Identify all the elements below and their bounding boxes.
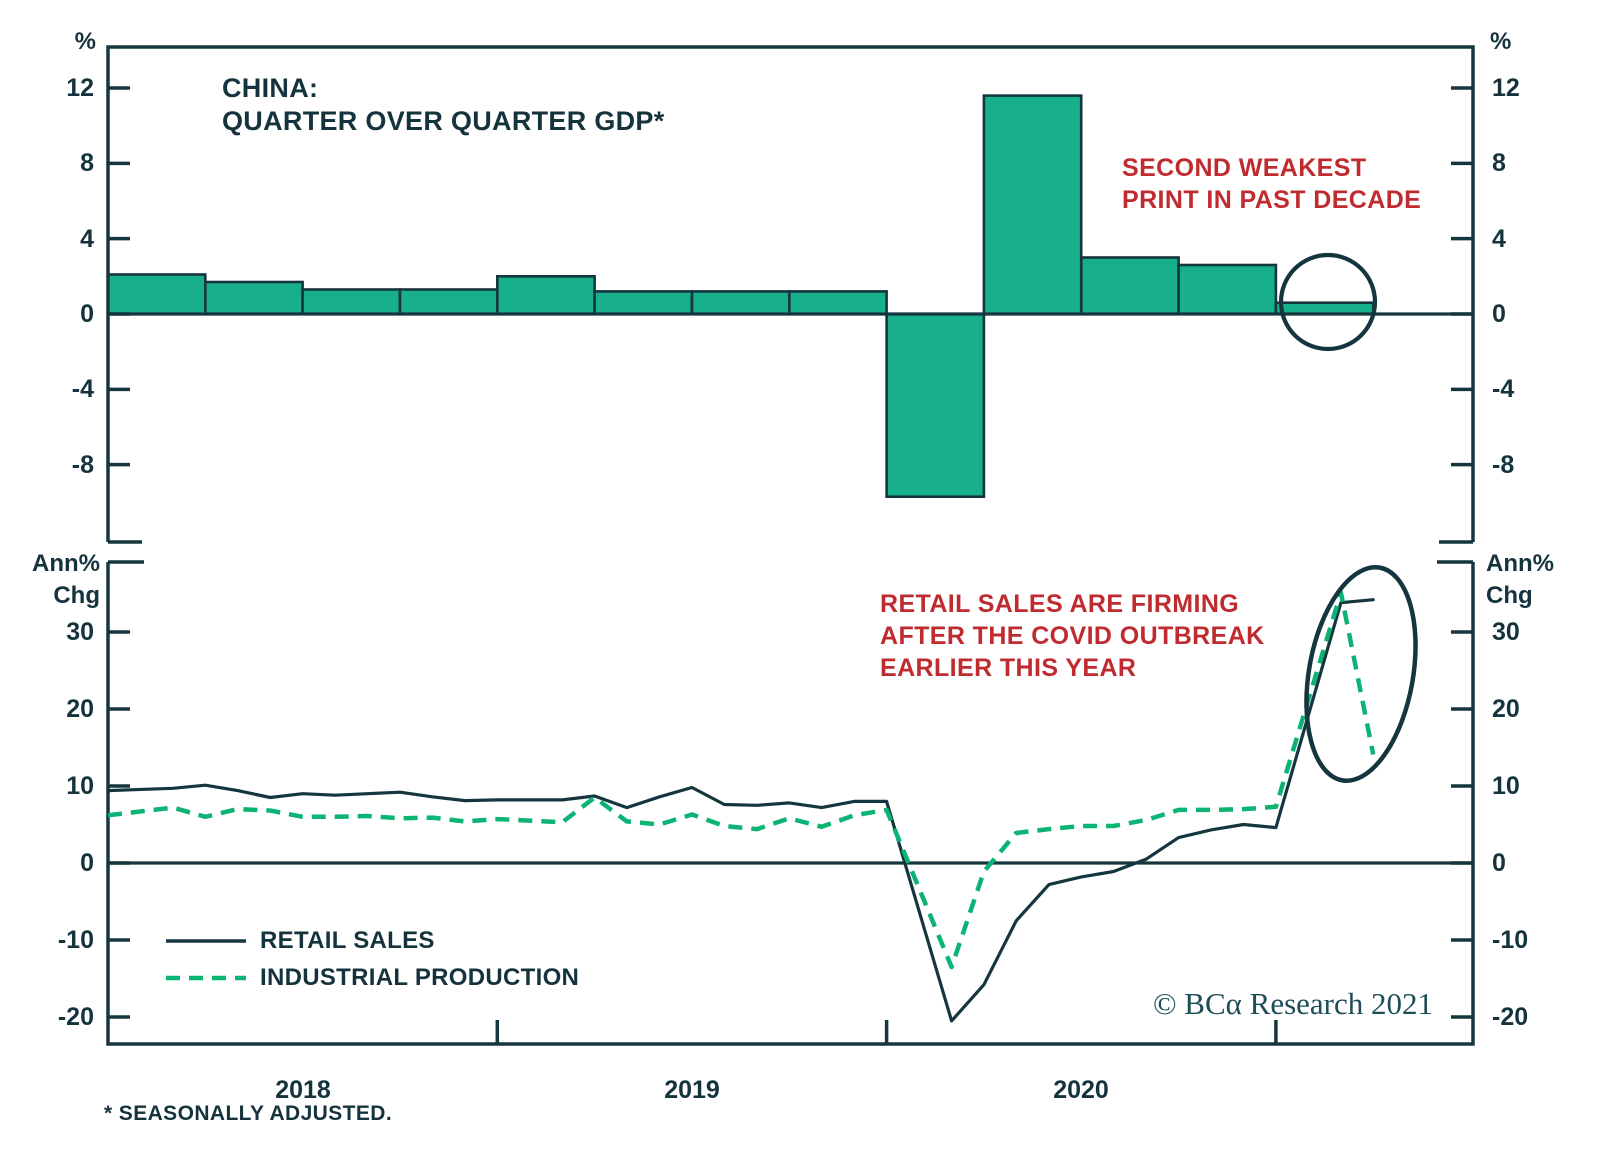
seasonally-adjusted-footnote: * SEASONALLY ADJUSTED. bbox=[104, 1102, 393, 1125]
gdp-bar-2020-q2 bbox=[982, 94, 1083, 316]
gdp-bar-2019-q3 bbox=[690, 290, 791, 316]
top-right-tick-label-8: 8 bbox=[1492, 149, 1506, 178]
bottom-left-tick-label-10: 10 bbox=[66, 772, 94, 800]
bca-research-copyright: © BCα Research 2021 bbox=[1153, 986, 1433, 1021]
bottom-right-tick-label-20: 20 bbox=[1492, 695, 1520, 723]
bottom-left-tick-label-20: 20 bbox=[66, 695, 94, 723]
top-chart-title-line2: QUARTER OVER QUARTER GDP* bbox=[222, 106, 665, 136]
legend-label-industrial-production: INDUSTRIAL PRODUCTION bbox=[260, 964, 580, 991]
gdp-bar-2021-q1 bbox=[1274, 301, 1375, 316]
gdp-bar-2020-q1 bbox=[885, 312, 986, 498]
top-right-tick-label-12: 12 bbox=[1492, 74, 1520, 103]
x-axis-label-2020: 2020 bbox=[1053, 1076, 1109, 1104]
retail-sales-line bbox=[106, 598, 1375, 1023]
bottom-right-tick-label--10: -10 bbox=[1492, 926, 1529, 954]
top-left-tick-label-12: 12 bbox=[66, 74, 94, 103]
bottom-right-tick-label--20: -20 bbox=[1492, 1003, 1529, 1031]
bottom-left-tick-label--10: -10 bbox=[57, 926, 94, 954]
bottom-axis-unit-left-line2: Chg bbox=[53, 582, 100, 609]
retail-annotation-line1: RETAIL SALES ARE FIRMING bbox=[880, 590, 1240, 618]
x-axis-label-2018: 2018 bbox=[275, 1076, 331, 1104]
bottom-axis-unit-right-line1: Ann% bbox=[1486, 550, 1554, 577]
gdp-bar-2018-q1 bbox=[106, 273, 207, 316]
top-left-tick-label--4: -4 bbox=[71, 375, 94, 404]
gdp-bar-2019-q4 bbox=[787, 290, 888, 316]
top-right-tick-label-0: 0 bbox=[1492, 300, 1506, 328]
top-left-tick-label-8: 8 bbox=[80, 149, 94, 178]
bottom-right-tick-label-0: 0 bbox=[1492, 849, 1506, 877]
gdp-bar-2020-q4 bbox=[1177, 263, 1278, 316]
top-chart-frame bbox=[106, 45, 1475, 542]
bottom-left-tick-label-0: 0 bbox=[80, 849, 94, 877]
top-right-tick-label--4: -4 bbox=[1492, 375, 1515, 404]
retail-spike-ellipse-annotation bbox=[1304, 565, 1418, 783]
top-axis-unit-right: % bbox=[1490, 28, 1512, 55]
bottom-axis-unit-left-line1: Ann% bbox=[32, 550, 100, 577]
industrial-production-line bbox=[107, 590, 1376, 970]
retail-annotation-line3: EARLIER THIS YEAR bbox=[880, 654, 1137, 682]
bottom-chart-frame bbox=[106, 562, 1475, 1046]
gdp-bar-2018-q4 bbox=[398, 288, 499, 316]
bottom-right-tick-label-10: 10 bbox=[1492, 772, 1520, 800]
gdp-bar-2018-q2 bbox=[204, 280, 304, 316]
gdp-bar-2020-q3 bbox=[1080, 256, 1180, 316]
top-axis-unit-left: % bbox=[74, 28, 96, 55]
gdp-bar-2019-q1 bbox=[495, 274, 596, 316]
gdp-bar-2019-q2 bbox=[593, 290, 694, 316]
weakest-print-circle-annotation bbox=[1278, 252, 1378, 352]
top-left-tick-label-0: 0 bbox=[80, 300, 94, 328]
bottom-left-tick-label-30: 30 bbox=[66, 618, 94, 646]
retail-annotation-line2: AFTER THE COVID OUTBREAK bbox=[880, 622, 1265, 650]
top-left-tick-label--8: -8 bbox=[71, 450, 94, 479]
x-axis-label-2019: 2019 bbox=[664, 1076, 720, 1104]
legend-label-retail-sales: RETAIL SALES bbox=[260, 927, 435, 954]
top-chart-title-line1: CHINA: bbox=[222, 73, 319, 103]
gdp-annotation-line1: SECOND WEAKEST bbox=[1122, 154, 1367, 182]
top-left-tick-label-4: 4 bbox=[80, 224, 94, 253]
gdp-bar-2018-q3 bbox=[301, 288, 402, 316]
top-right-tick-label--8: -8 bbox=[1492, 450, 1515, 479]
bottom-axis-unit-right-line2: Chg bbox=[1486, 582, 1533, 609]
bottom-right-tick-label-30: 30 bbox=[1492, 618, 1520, 646]
top-right-tick-label-4: 4 bbox=[1492, 224, 1506, 253]
bottom-left-tick-label--20: -20 bbox=[57, 1003, 94, 1031]
gdp-annotation-line2: PRINT IN PAST DECADE bbox=[1122, 186, 1422, 214]
